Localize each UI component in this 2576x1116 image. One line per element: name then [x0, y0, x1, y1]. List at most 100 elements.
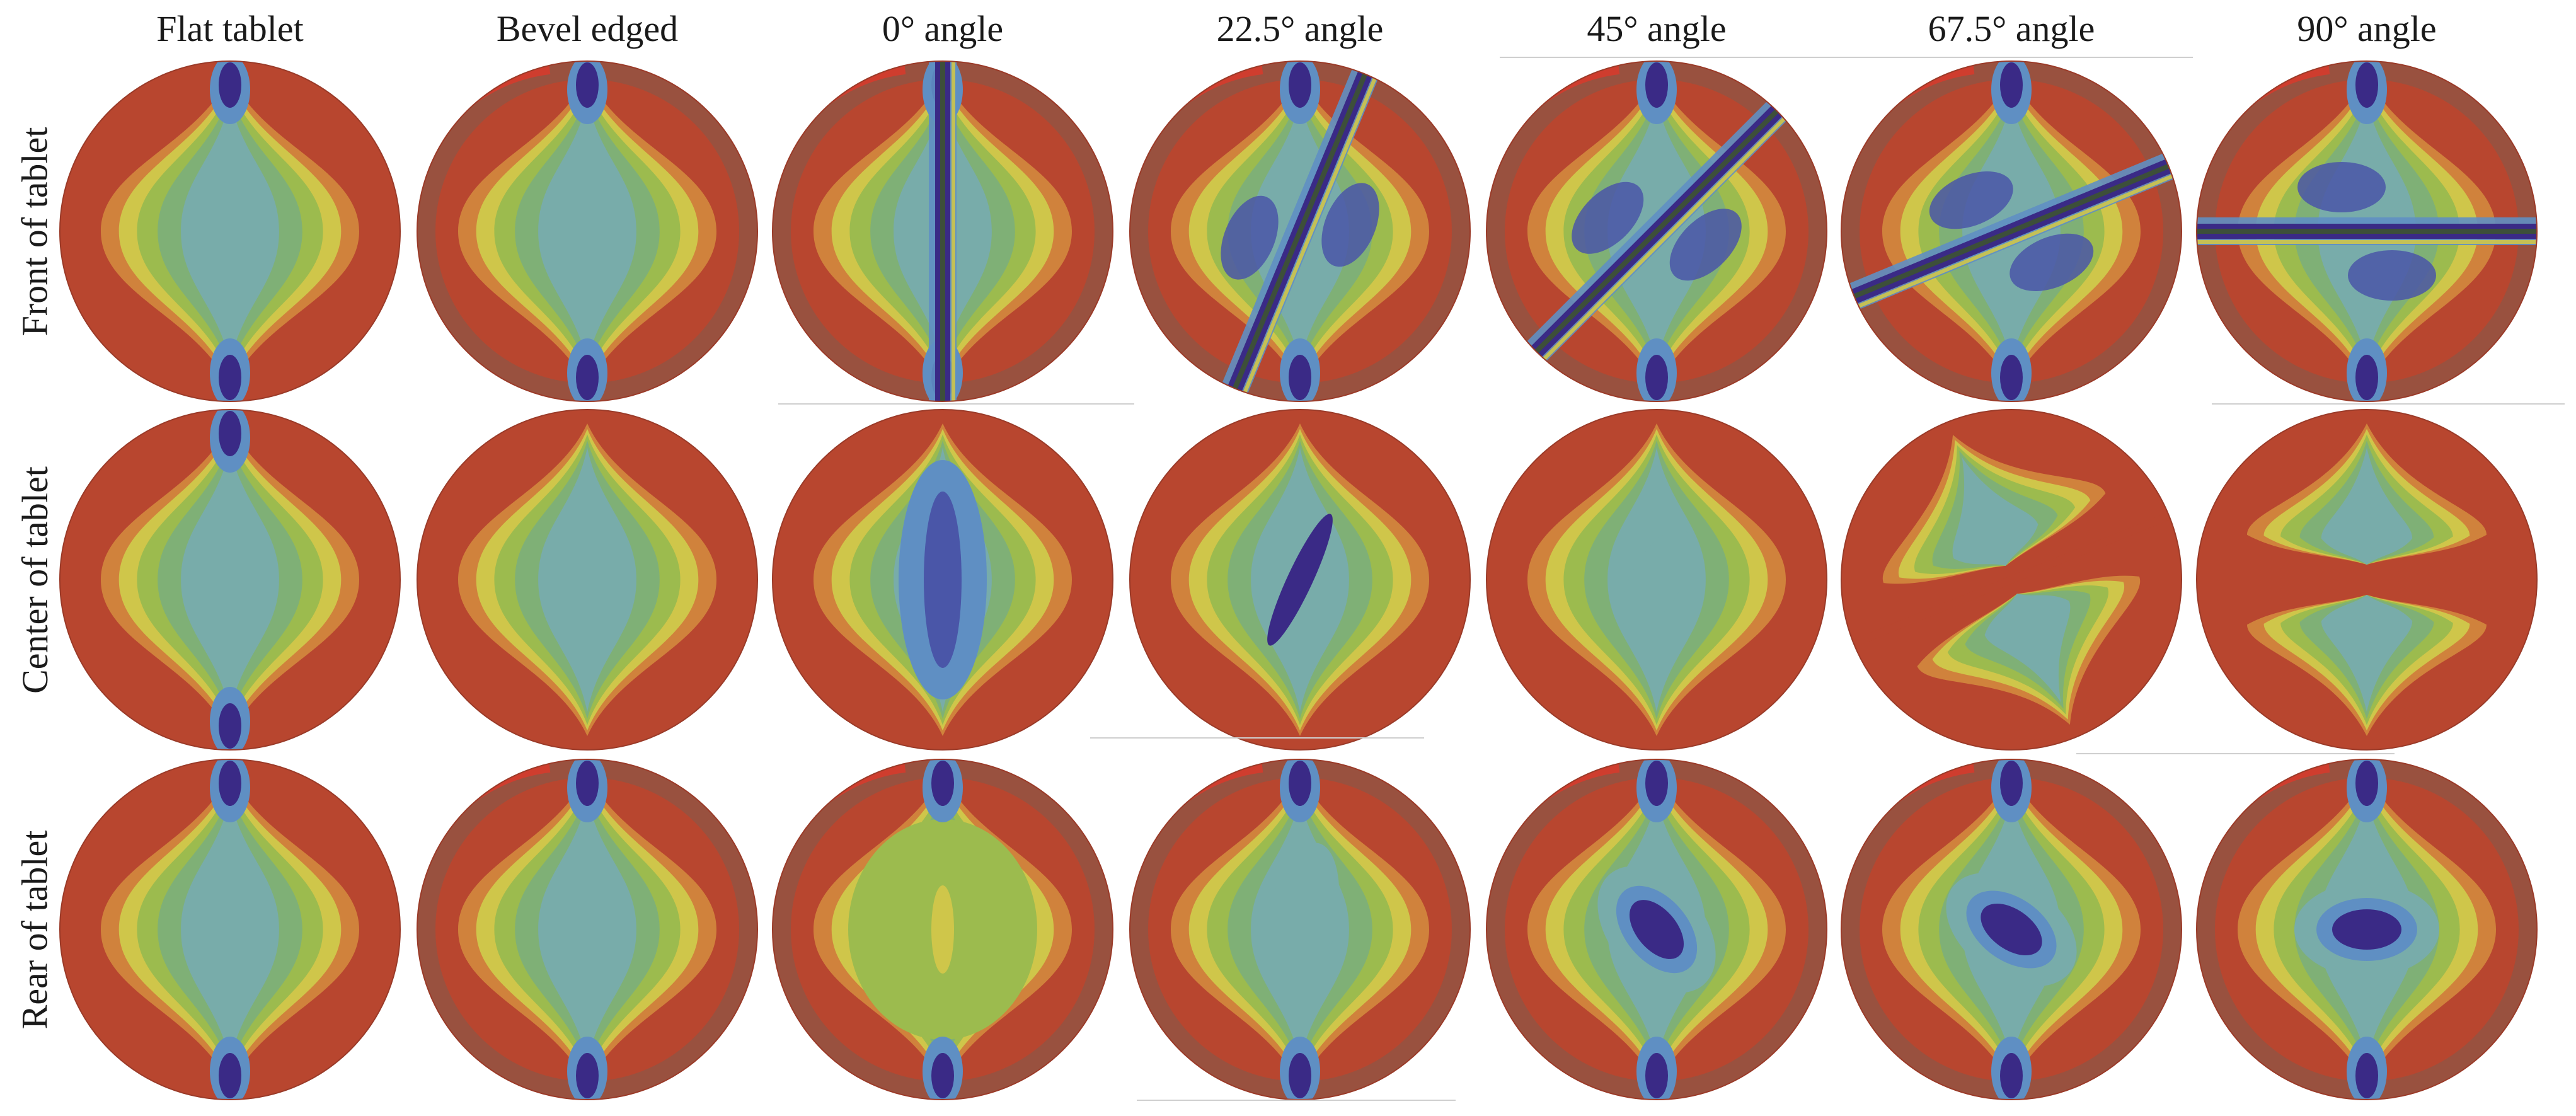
- pole-hotspots: [567, 61, 607, 401]
- contour-bands: [101, 75, 359, 388]
- stress-contour-map: [772, 759, 1113, 1100]
- stress-contour-map: [59, 759, 401, 1100]
- tablet-outline: [1486, 409, 1827, 751]
- tablet-outline: [417, 759, 758, 1100]
- pole-hotspots: [1991, 759, 2032, 1100]
- tablet-outline: [59, 759, 401, 1100]
- tablet-outline: [417, 409, 758, 751]
- score-line: [1846, 152, 2177, 311]
- pole-hotspots: [210, 410, 250, 750]
- divider: [2076, 753, 2395, 754]
- tablet-outline: [772, 759, 1113, 1100]
- tablet-panel: [1477, 750, 1836, 1109]
- tablet-outline: [1129, 60, 1471, 402]
- tablet-outline: [1841, 759, 2182, 1100]
- tablet-panel: [50, 52, 410, 411]
- score-line: [1221, 66, 1379, 397]
- pole-hotspots: [1991, 61, 2032, 401]
- column-label: 67.5° angle: [1928, 8, 2095, 49]
- tablet-outline: [2196, 60, 2538, 402]
- center-stress-spot: [1263, 843, 1340, 1004]
- stress-contour-map: [417, 759, 758, 1100]
- contour-bands: [101, 423, 359, 736]
- pole-hotspots: [1636, 759, 1677, 1100]
- pole-hotspots: [2347, 759, 2387, 1100]
- score-line: [1849, 511, 2174, 648]
- tablet-panel: [1832, 750, 2191, 1109]
- row-label-text: Rear of tablet: [14, 830, 55, 1029]
- pole-hotspots: [567, 759, 607, 1100]
- contour-bands: [1882, 435, 2141, 725]
- tablet-panel: [763, 52, 1122, 411]
- contour-bands: [458, 75, 716, 388]
- pole-hotspots: [923, 759, 963, 1100]
- tablet-panel: [1477, 400, 1836, 759]
- center-stress-spot: [1597, 866, 1716, 993]
- column-label: Bevel edged: [496, 8, 679, 49]
- pole-hotspots: [210, 759, 250, 1100]
- tablet-panel: [1477, 52, 1836, 411]
- tablet-outline: [772, 60, 1113, 402]
- tablet-panel: [50, 400, 410, 759]
- divider: [778, 403, 1134, 405]
- pole-hotspots: [210, 61, 250, 401]
- contour-bands: [101, 773, 359, 1086]
- stress-contour-map: [417, 60, 758, 402]
- stress-contour-map: [1486, 60, 1827, 402]
- divider: [1090, 737, 1424, 739]
- center-stress-spot: [899, 460, 987, 699]
- tablet-panel: [2187, 750, 2546, 1109]
- tablet-panel: [763, 750, 1122, 1109]
- stress-contour-map: [772, 409, 1113, 751]
- tablet-panel: [408, 750, 767, 1109]
- stress-contour-map: [59, 60, 401, 402]
- contour-bands: [458, 423, 716, 736]
- tablet-panel: [763, 400, 1122, 759]
- stress-contour-map: [417, 409, 758, 751]
- stress-contour-map: [1486, 759, 1827, 1100]
- tablet-outline: [1486, 759, 1827, 1100]
- stress-contour-map: [1841, 759, 2182, 1100]
- pole-hotspots: [1636, 61, 1677, 401]
- stress-contour-map: [1129, 409, 1471, 751]
- tablet-panel: [1120, 400, 1480, 759]
- tablet-outline: [2196, 759, 2538, 1100]
- divider: [1500, 57, 2193, 58]
- center-stress-spot: [848, 819, 1037, 1040]
- tablet-outline: [772, 409, 1113, 751]
- stress-contour-map: [1129, 60, 1471, 402]
- tablet-panel: [408, 52, 767, 411]
- pole-hotspots: [2347, 61, 2387, 401]
- pole-hotspots: [1280, 759, 1320, 1100]
- divider: [1137, 1100, 1456, 1101]
- stress-contour-map: [2196, 409, 2538, 751]
- column-label: 45° angle: [1587, 8, 1727, 49]
- tablet-outline: [2196, 409, 2538, 751]
- tablet-outline: [1486, 60, 1827, 402]
- center-stress-spot: [1267, 514, 1333, 646]
- column-label: Flat tablet: [156, 8, 304, 49]
- stress-contour-map: [1129, 759, 1471, 1100]
- score-line: [2197, 576, 2537, 584]
- score-line: [1524, 98, 1790, 364]
- tablet-outline: [417, 60, 758, 402]
- tablet-outline: [1841, 409, 2182, 751]
- contour-bands: [458, 773, 716, 1086]
- tablet-panel: [1120, 750, 1480, 1109]
- column-label: 22.5° angle: [1216, 8, 1384, 49]
- center-stress-spot: [1946, 872, 2077, 987]
- tablet-panel: [1832, 400, 2191, 759]
- tablet-panel: [2187, 52, 2546, 411]
- tablet-panel: [1832, 52, 2191, 411]
- contour-bands: [2247, 423, 2487, 736]
- score-line: [2197, 162, 2537, 301]
- stress-contour-map: [2196, 60, 2538, 402]
- column-label: 90° angle: [2297, 8, 2437, 49]
- tablet-panel: [50, 750, 410, 1109]
- stress-contour-map: [1841, 409, 2182, 751]
- center-stress-spot: [2294, 882, 2439, 977]
- stress-contour-map: [59, 409, 401, 751]
- tablet-panel: [408, 400, 767, 759]
- tablet-panel: [2187, 400, 2546, 759]
